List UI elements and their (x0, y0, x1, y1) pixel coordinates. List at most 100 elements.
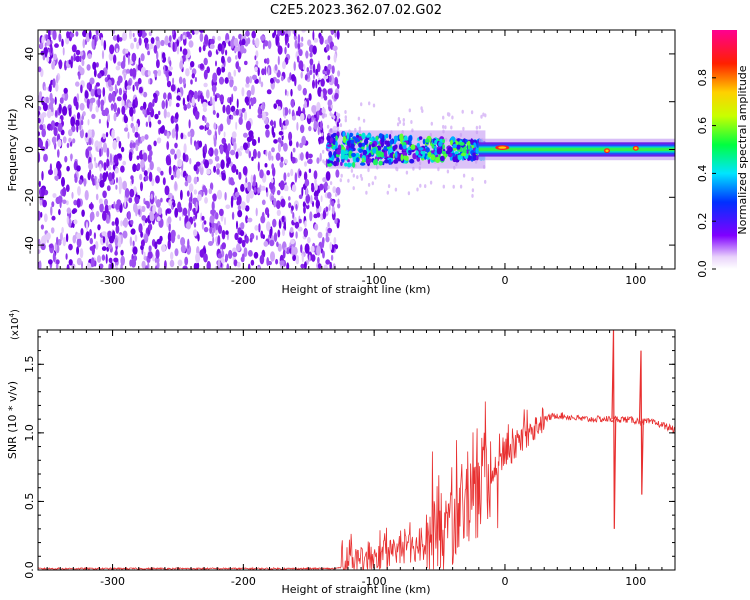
spectrogram-cell (317, 231, 323, 239)
spectrogram-cell (251, 84, 255, 96)
spectrogram-cell (68, 107, 72, 117)
spectrogram-cell (203, 226, 209, 233)
spectrogram-cell (123, 217, 128, 228)
spectrogram-cell (174, 142, 178, 149)
spectrogram-cell (120, 220, 123, 227)
spectrogram-cell (227, 157, 231, 165)
spectrogram-cell (44, 86, 47, 91)
snr-frame (37, 329, 676, 571)
spectrogram-cell (386, 140, 390, 147)
spectrogram-cell (179, 216, 182, 221)
spectrogram-cell (128, 102, 132, 108)
spectrogram-cell (337, 113, 341, 118)
spectrogram-cell (163, 64, 166, 75)
spectrogram-cell (330, 104, 333, 109)
spectrogram-peak-core (634, 147, 638, 150)
spectrogram-cell (422, 139, 426, 145)
spectrogram-cell (40, 211, 43, 218)
spectrogram-cell (350, 142, 355, 150)
spectrogram-cell (122, 230, 128, 239)
spectrogram-cell (394, 151, 398, 159)
spectrogram-cell (68, 243, 73, 251)
spectrogram-cell (63, 87, 68, 94)
spectrogram-cell (102, 190, 107, 199)
spectrogram-cell (435, 156, 441, 163)
spectrogram-cell (101, 254, 106, 261)
spectrogram-cell (387, 184, 391, 189)
spectrogram-cell (66, 200, 69, 206)
spectrogram-y-tick-label: -40 (23, 236, 36, 254)
spectrogram-cell (195, 252, 201, 264)
spectrogram-cell (374, 175, 377, 180)
spectrogram-cell (312, 63, 316, 74)
spectrogram-cell (51, 201, 55, 208)
spectrogram-cell (188, 183, 194, 193)
spectrogram-cell (301, 135, 307, 146)
spectrogram-cell (71, 209, 76, 214)
spectrogram-cell (120, 165, 125, 173)
spectrogram-cell (385, 133, 389, 139)
spectrogram-cell (307, 153, 313, 159)
spectrogram-cell (41, 36, 45, 45)
spectrogram-cell (177, 158, 183, 168)
spectrogram-cell (467, 145, 471, 150)
spectrogram-cell (263, 240, 269, 247)
spectrogram-cell (336, 83, 340, 90)
spectrogram-cell (207, 50, 212, 58)
spectrogram-cell (325, 171, 331, 181)
spectrogram-cell (242, 48, 247, 54)
spectrogram-cell (279, 260, 285, 266)
spectrogram-cell (70, 153, 73, 162)
spectrogram-cell (380, 151, 384, 158)
spectrogram-cell (88, 137, 92, 146)
spectrogram-cell (231, 211, 235, 220)
spectrogram-cell (49, 92, 53, 102)
spectrogram-cell (118, 233, 121, 245)
spectrogram-cell (132, 246, 138, 255)
spectrogram-cell (329, 261, 332, 269)
spectrogram-cell (215, 60, 217, 67)
spectrogram-cell (347, 159, 350, 163)
spectrogram-cell (132, 125, 136, 133)
spectrogram-cell (273, 120, 276, 129)
spectrogram-cell (169, 60, 172, 67)
spectrogram-cell (233, 259, 238, 267)
spectrogram-cell (199, 249, 205, 258)
spectrogram-cell (42, 199, 47, 208)
spectrogram-cell (260, 35, 266, 41)
spectrogram-cell (172, 41, 175, 52)
spectrogram-cell (333, 237, 337, 245)
spectrogram-cell (85, 148, 90, 159)
spectrogram-cell (220, 159, 225, 170)
spectrogram-cell (62, 236, 66, 247)
spectrogram-cell (102, 172, 107, 182)
spectrogram-cell (48, 102, 54, 110)
spectrogram-cell (171, 128, 176, 139)
spectrogram-cell (152, 98, 155, 107)
spectrogram-cell (202, 101, 208, 109)
spectrogram-cell (165, 209, 168, 216)
spectrogram-cell (292, 147, 296, 153)
spectrogram-cell (86, 262, 92, 269)
colorbar-ticks: 0.0 0.2 0.4 0.6 0.8 (696, 69, 716, 278)
spectrogram-cell (174, 153, 177, 160)
spectrogram-cell (79, 102, 85, 111)
spectrogram-cell (218, 76, 225, 85)
spectrogram-cell (193, 90, 198, 100)
spectrogram-cell (192, 215, 196, 222)
spectrogram-cell (216, 66, 222, 76)
spectrogram-x-ticks: -300 -200 -100 0 100 (46, 30, 676, 287)
spectrogram-cell (307, 236, 311, 244)
spectrogram-cell (303, 206, 306, 214)
spectrogram-cell (180, 46, 182, 52)
spectrogram-cell (472, 155, 476, 161)
spectrogram-cell (61, 176, 65, 187)
spectrogram-cell (233, 141, 237, 151)
spectrogram-cell (50, 206, 53, 216)
spectrogram-cell (73, 199, 78, 206)
spectrogram-cell (243, 132, 248, 138)
spectrogram-cell (332, 45, 338, 52)
spectrogram-cell (346, 145, 349, 151)
spectrogram-cell (457, 154, 463, 161)
spectrogram-cell (76, 246, 80, 255)
